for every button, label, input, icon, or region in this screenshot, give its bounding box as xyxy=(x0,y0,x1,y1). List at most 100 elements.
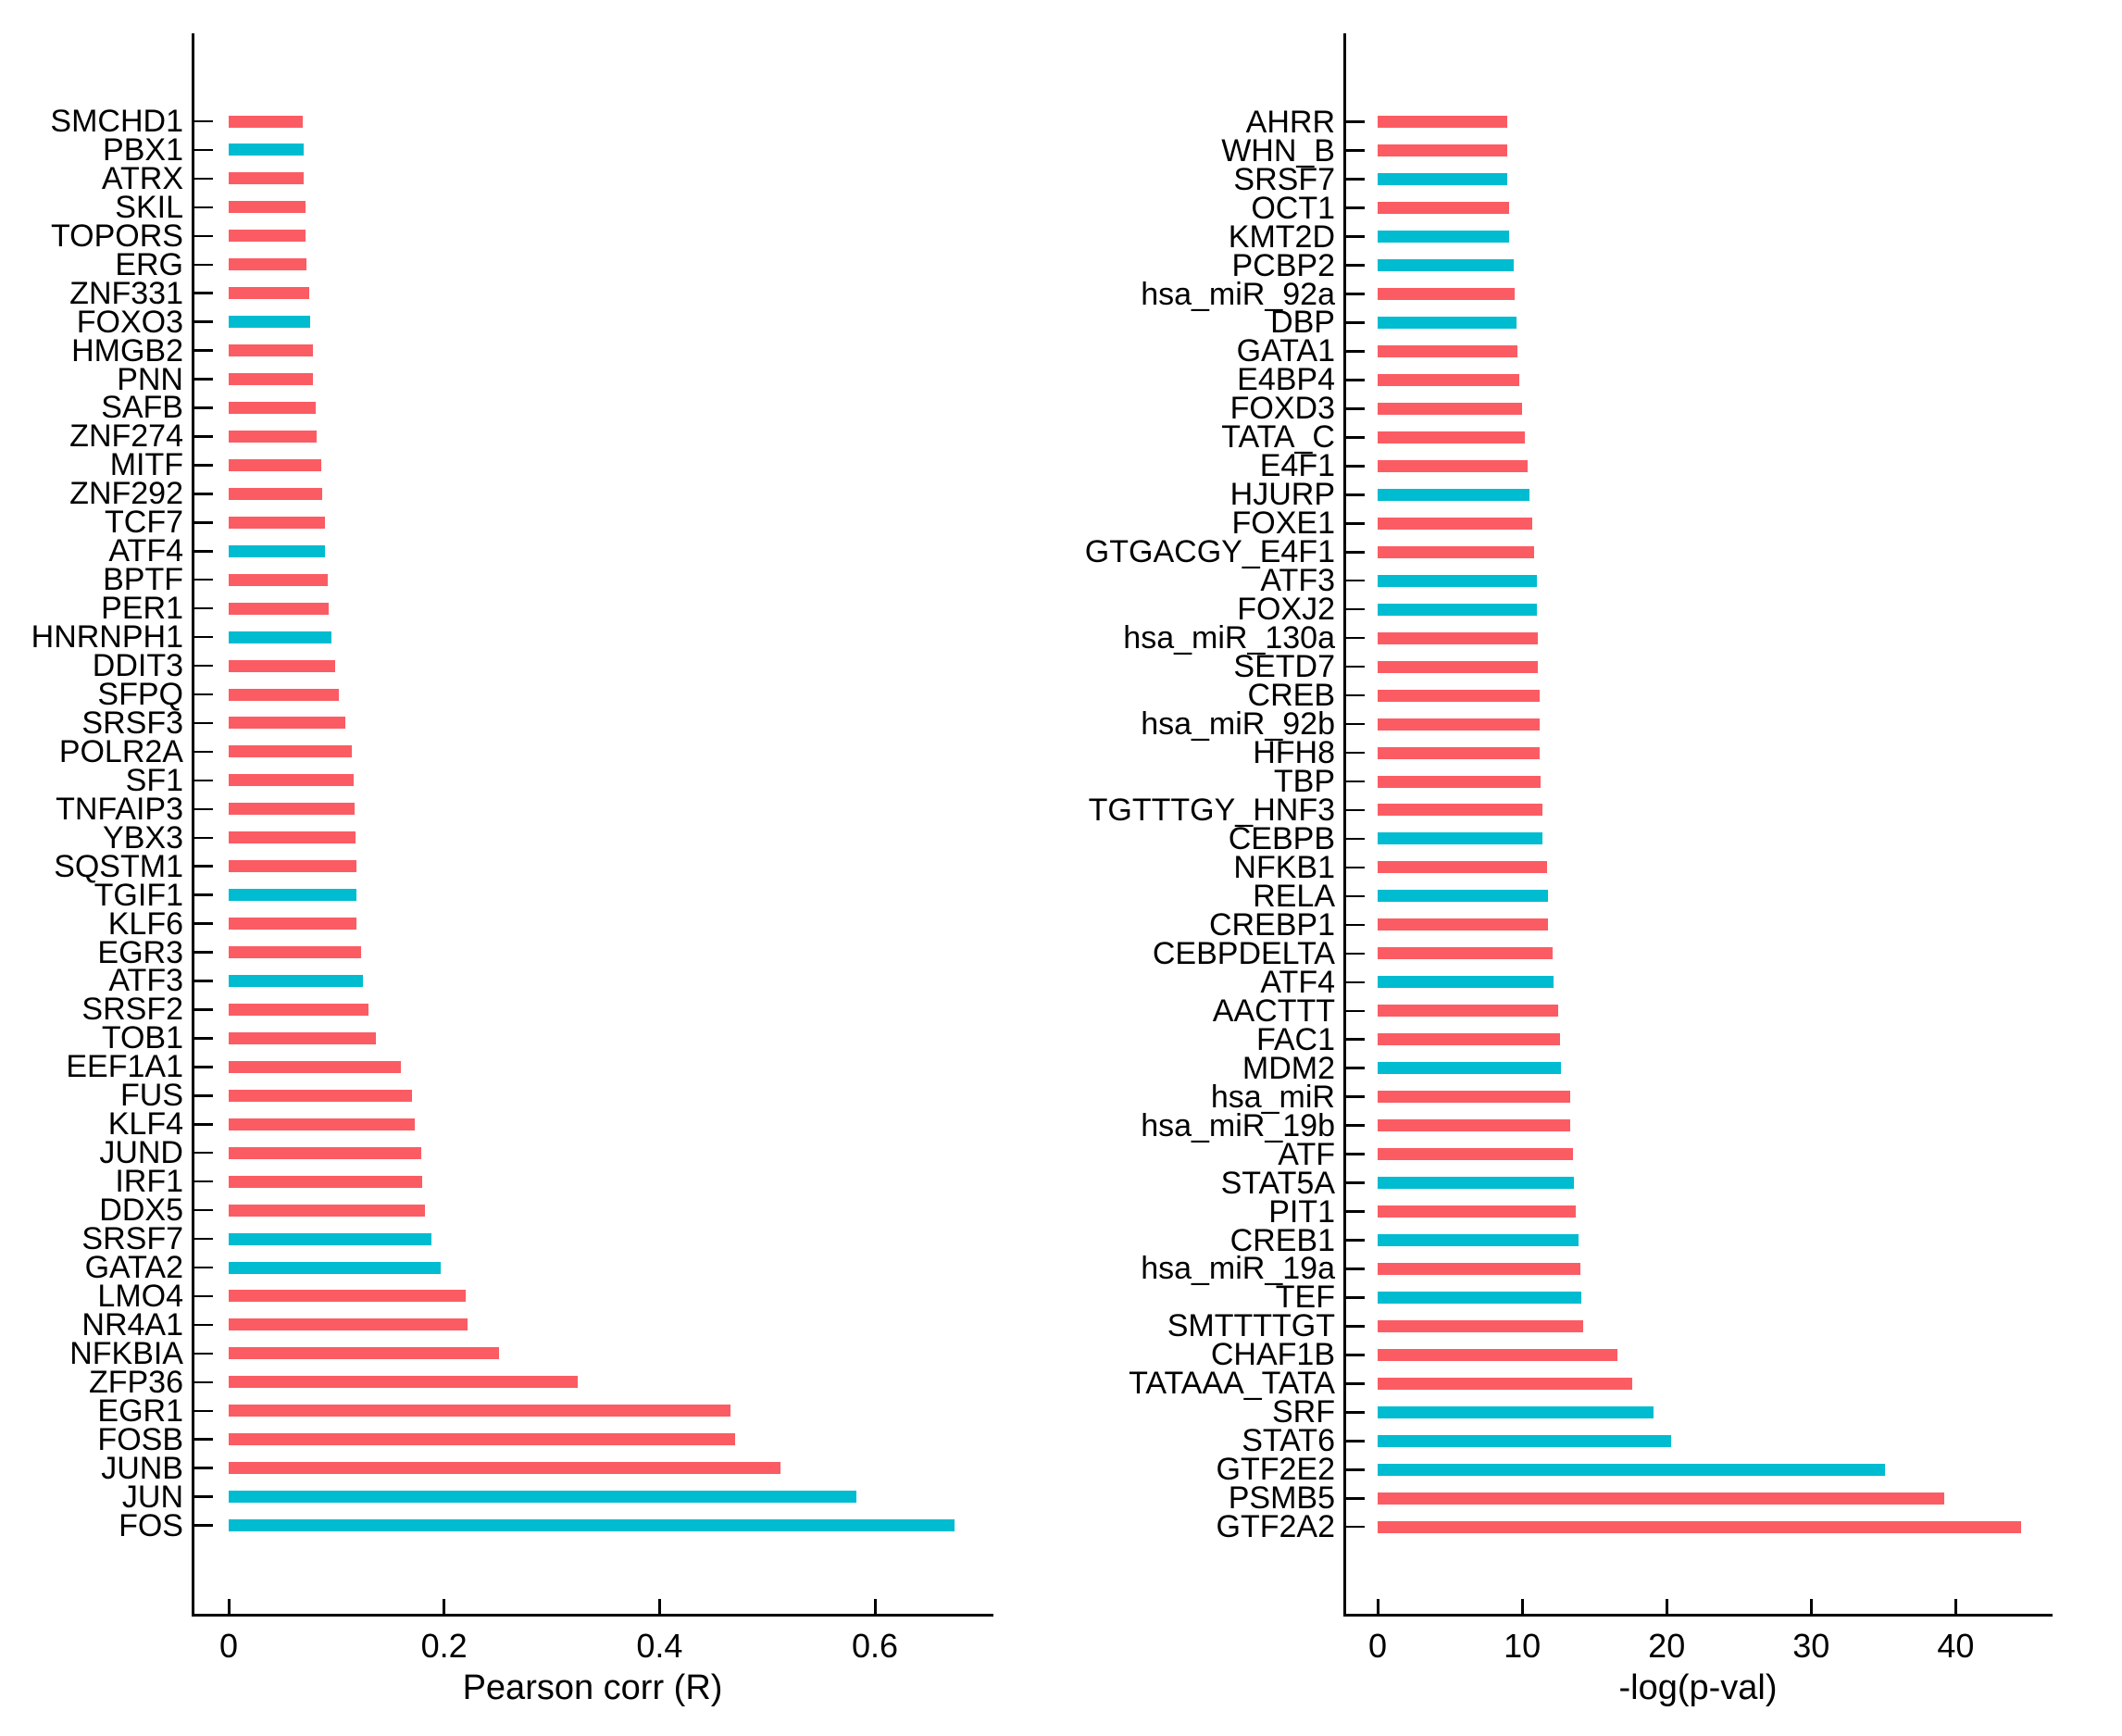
bar-TCF7 xyxy=(229,516,325,529)
y-label-STAT6: STAT6 xyxy=(1242,1423,1335,1459)
bar-EGR1 xyxy=(229,1405,731,1418)
y-tick xyxy=(1344,407,1365,410)
y-label-ZNF274: ZNF274 xyxy=(69,418,183,455)
y-label-HFH8: HFH8 xyxy=(1253,735,1335,771)
y-label-CEBPDELTA: CEBPDELTA xyxy=(1152,935,1335,971)
y-label-TOPORS: TOPORS xyxy=(51,218,183,254)
y-tick xyxy=(193,865,213,868)
y-tick xyxy=(1344,866,1365,869)
y-tick xyxy=(1344,1009,1365,1013)
y-label-POLR2A: POLR2A xyxy=(58,733,183,769)
y-label-hsa_miR_130a: hsa_miR_130a xyxy=(1123,620,1335,656)
bar-hsa_miR_130a xyxy=(1378,631,1539,644)
y-tick xyxy=(1344,206,1365,209)
y-tick xyxy=(193,1037,213,1040)
y-label-SRF: SRF xyxy=(1272,1394,1335,1430)
bar-NFKBIA xyxy=(229,1347,499,1360)
y-tick xyxy=(193,1524,213,1527)
bar-ZNF292 xyxy=(229,487,323,500)
y-tick xyxy=(193,521,213,524)
bar-FUS xyxy=(229,1089,412,1102)
y-label-TEF: TEF xyxy=(1275,1280,1335,1316)
bar-ATF3 xyxy=(1378,574,1537,587)
y-tick xyxy=(1344,952,1365,955)
bar-NFKB1 xyxy=(1378,861,1547,874)
y-tick xyxy=(1344,465,1365,468)
bar-EGR3 xyxy=(229,946,362,959)
bar-TGIF1 xyxy=(229,889,357,902)
bar-STAT5A xyxy=(1378,1177,1575,1190)
bar-FOXJ2 xyxy=(1378,603,1537,616)
x-tick-0.6 xyxy=(873,1599,877,1615)
bar-SRSF7 xyxy=(229,1232,431,1245)
y-label-FOXD3: FOXD3 xyxy=(1230,391,1335,427)
bar-GTGACGY_E4F1 xyxy=(1378,545,1534,558)
y-label-NFKB1: NFKB1 xyxy=(1233,849,1335,885)
y-label-SF1: SF1 xyxy=(125,762,183,798)
y-tick xyxy=(1344,436,1365,439)
bar-WHN_B xyxy=(1378,144,1508,157)
bar-TGTTTGY_HNF3 xyxy=(1378,804,1542,817)
y-label-RELA: RELA xyxy=(1253,878,1335,914)
y-tick xyxy=(1344,1468,1365,1471)
y-label-EGR1: EGR1 xyxy=(97,1393,183,1429)
y-label-FAC1: FAC1 xyxy=(1255,1021,1335,1057)
bar-STAT6 xyxy=(1378,1434,1671,1447)
bar-SRSF7 xyxy=(1378,173,1508,186)
y-tick xyxy=(193,263,213,266)
y-label-NFKBIA: NFKBIA xyxy=(69,1335,183,1371)
y-tick xyxy=(1344,1382,1365,1385)
y-label-ZNF292: ZNF292 xyxy=(69,476,183,512)
y-tick xyxy=(1344,1095,1365,1098)
y-tick xyxy=(193,349,213,352)
y-tick xyxy=(193,1294,213,1298)
y-label-DBP: DBP xyxy=(1270,305,1335,341)
y-tick xyxy=(193,750,213,754)
y-label-hsa_miR_92a: hsa_miR_92a xyxy=(1141,276,1335,312)
y-label-GTGACGY_E4F1: GTGACGY_E4F1 xyxy=(1084,534,1335,570)
y-label-HNRNPH1: HNRNPH1 xyxy=(31,619,183,656)
y-tick xyxy=(1344,1124,1365,1127)
y-label-KLF6: KLF6 xyxy=(107,905,183,942)
y-label-SFPQ: SFPQ xyxy=(97,676,183,712)
x-tick-label-0: 0 xyxy=(218,1627,239,1665)
y-tick xyxy=(1344,522,1365,525)
bar-hsa_miR_19a xyxy=(1378,1263,1580,1275)
y-tick xyxy=(193,206,213,209)
x-tick-0.4 xyxy=(657,1599,661,1615)
bar-SAFB xyxy=(229,402,317,414)
y-tick xyxy=(1344,837,1365,841)
bar-AACTTT xyxy=(1378,1005,1559,1018)
x-tick-40 xyxy=(1953,1599,1957,1615)
y-label-ZFP36: ZFP36 xyxy=(88,1364,183,1400)
bar-TBP xyxy=(1378,775,1542,788)
y-tick xyxy=(1344,693,1365,697)
y-label-SRSF3: SRSF3 xyxy=(81,705,183,741)
y-tick xyxy=(1344,1210,1365,1213)
y-label-PSMB5: PSMB5 xyxy=(1228,1480,1335,1517)
y-tick xyxy=(1344,1411,1365,1414)
y-label-MITF: MITF xyxy=(109,447,183,483)
y-label-ERG: ERG xyxy=(115,246,183,282)
bar-ERG xyxy=(229,258,306,271)
y-tick xyxy=(1344,923,1365,927)
bar-YBX3 xyxy=(229,831,356,844)
x-axis-label-log-pval: -log(p-val) xyxy=(1618,1668,1778,1707)
bar-TATAAA_TATA xyxy=(1378,1377,1632,1390)
bar-hsa_miR_92b xyxy=(1378,718,1540,731)
y-tick xyxy=(193,464,213,467)
y-tick xyxy=(1344,751,1365,755)
y-tick xyxy=(193,951,213,954)
x-tick-label-0.4: 0.4 xyxy=(636,1627,683,1665)
x-tick-label-10: 10 xyxy=(1504,1627,1542,1665)
bar-ZNF274 xyxy=(229,430,318,443)
y-label-IRF1: IRF1 xyxy=(115,1164,183,1200)
x-axis-label-pearson-corr: Pearson corr (R) xyxy=(462,1668,723,1707)
y-tick xyxy=(1344,321,1365,324)
y-label-hsa_miR_19b: hsa_miR_19b xyxy=(1141,1107,1335,1143)
bar-PSMB5 xyxy=(1378,1492,1944,1505)
bar-hsa_miR xyxy=(1378,1091,1570,1104)
y-label-FOSB: FOSB xyxy=(97,1421,183,1457)
